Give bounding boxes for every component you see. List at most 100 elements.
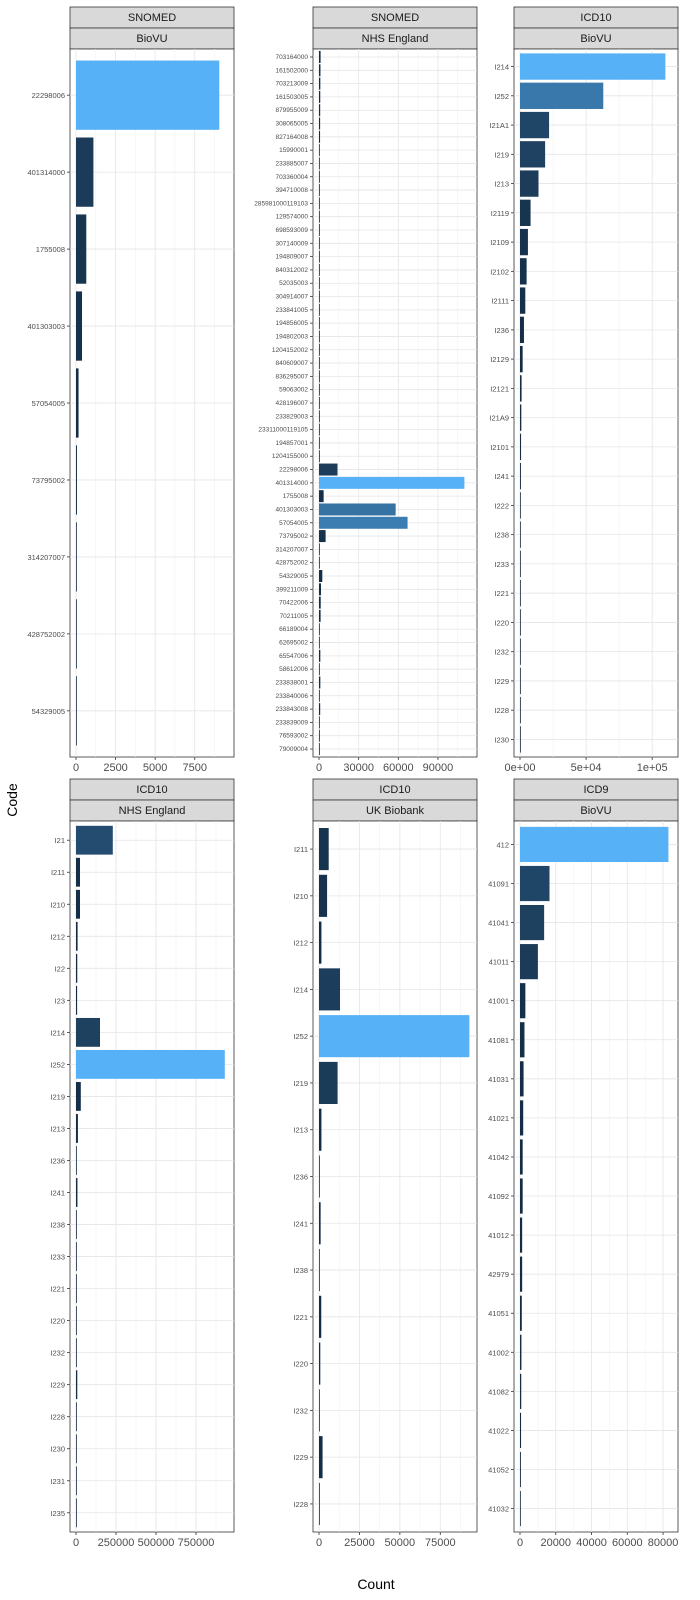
x-tick-label: 250000	[98, 1537, 135, 1549]
y-tick-label: 41032	[488, 1505, 509, 1514]
y-tick-label: 70211005	[280, 613, 309, 620]
y-axis-title: Code	[4, 783, 20, 817]
bar-233839009	[319, 716, 320, 729]
y-tick-label: I236	[494, 326, 509, 335]
bar-58612006	[319, 663, 320, 676]
y-tick-label: I233	[494, 560, 509, 569]
y-tick-label: 840609007	[275, 360, 308, 367]
bar-54329005	[76, 676, 77, 746]
bar-66189004	[319, 623, 320, 636]
bar-314207007	[76, 522, 77, 592]
bar-41081	[520, 1022, 525, 1058]
y-tick-label: I2119	[491, 209, 509, 218]
bar-I2121	[520, 375, 522, 402]
bar-79009004	[319, 743, 320, 756]
bar-41092	[520, 1178, 523, 1214]
y-tick-label: I252	[494, 92, 509, 101]
bar-194857001	[319, 436, 320, 449]
y-tick-label: 233843008	[275, 706, 308, 713]
y-tick-label: I219	[494, 150, 509, 159]
bar-I238	[319, 1249, 320, 1292]
bar-23311000119105	[319, 423, 320, 436]
y-tick-label: 879955009	[275, 107, 308, 114]
x-tick-label: 75000	[425, 1537, 456, 1549]
facet-strip-label: UK Biobank	[366, 805, 425, 817]
bar-41042	[520, 1139, 523, 1175]
bar-I233	[520, 550, 521, 578]
x-tick-label: 5e+04	[571, 762, 602, 774]
bar-394710008	[319, 184, 320, 197]
facet-strip-label: ICD10	[379, 784, 410, 796]
y-tick-label: 41002	[488, 1348, 509, 1357]
y-tick-label: 73795002	[32, 476, 65, 485]
y-tick-label: I230	[50, 1445, 65, 1454]
y-tick-label: 52035003	[279, 280, 308, 287]
y-tick-label: I210	[50, 900, 65, 909]
bar-52035003	[319, 277, 320, 290]
bar-401314000	[76, 137, 94, 207]
y-tick-label: I211	[294, 845, 308, 854]
y-tick-label: I219	[293, 1079, 308, 1088]
plot-area	[69, 820, 235, 1533]
bar-428752002	[76, 599, 77, 669]
y-tick-label: 41011	[489, 958, 509, 967]
bar-428196007	[319, 397, 320, 409]
y-tick-label: I221	[50, 1285, 65, 1294]
y-tick-label: I2101	[490, 443, 509, 452]
y-tick-label: 41042	[488, 1153, 509, 1162]
y-tick-label: I252	[293, 1032, 308, 1041]
bar-233841005	[319, 303, 320, 316]
bar-I231	[76, 1466, 77, 1496]
bar-I21A1	[520, 111, 550, 139]
bar-I252	[520, 82, 604, 109]
y-tick-label: I241	[293, 1219, 308, 1228]
y-tick-label: I21	[55, 836, 65, 845]
y-tick-label: I213	[293, 1126, 308, 1135]
y-tick-label: 703164000	[275, 54, 308, 61]
bar-233838001	[319, 676, 321, 689]
bar-I241	[319, 1202, 321, 1245]
x-tick-label: 60000	[612, 1537, 643, 1549]
bar-I236	[76, 1146, 77, 1175]
facet-panels: SNOMED BioVU 22298006 401314000 1755008 40130…	[27, 6, 679, 1549]
y-tick-label: 1204155000	[272, 453, 309, 460]
bar-I236	[319, 1155, 320, 1198]
y-tick-label: 233829003	[275, 413, 308, 420]
bar-I23	[76, 985, 78, 1015]
bar-73795002	[319, 530, 326, 543]
bar-827164008	[319, 130, 321, 143]
bar-I241	[76, 1178, 78, 1207]
y-tick-label: I21A9	[489, 414, 509, 423]
bar-70422006	[319, 596, 321, 609]
bar-I232	[319, 1389, 320, 1432]
bar-I228	[520, 697, 521, 724]
y-tick-label: 1755008	[283, 493, 309, 500]
bar-I220	[520, 609, 521, 636]
y-tick-label: I23	[55, 996, 65, 1005]
bar-I229	[319, 1436, 323, 1479]
y-tick-label: 41001	[488, 997, 509, 1006]
bar-I22	[76, 953, 78, 983]
bar-233829003	[319, 410, 320, 423]
y-tick-label: 836295007	[275, 373, 308, 380]
y-tick-label: I212	[293, 939, 308, 948]
bar-840609007	[319, 357, 320, 370]
bar-I221	[319, 1295, 322, 1338]
facet-strip-label: ICD10	[136, 784, 167, 796]
x-tick-label: 0	[316, 762, 322, 774]
bar-41051	[520, 1295, 522, 1331]
bar-I230	[520, 726, 521, 753]
y-tick-label: 54329005	[279, 573, 308, 580]
bar-41011	[520, 944, 538, 980]
y-tick-label: I21A1	[489, 121, 509, 130]
bar-41001	[520, 983, 526, 1019]
y-tick-label: 41051	[488, 1309, 509, 1318]
bar-41022	[520, 1412, 522, 1449]
y-tick-label: I213	[50, 1124, 65, 1133]
y-tick-label: 314207007	[275, 546, 308, 553]
facet-strip-label: BioVU	[580, 805, 611, 817]
bar-I210	[76, 889, 80, 919]
bar-57054005	[76, 368, 79, 438]
y-tick-label: I238	[293, 1266, 308, 1275]
